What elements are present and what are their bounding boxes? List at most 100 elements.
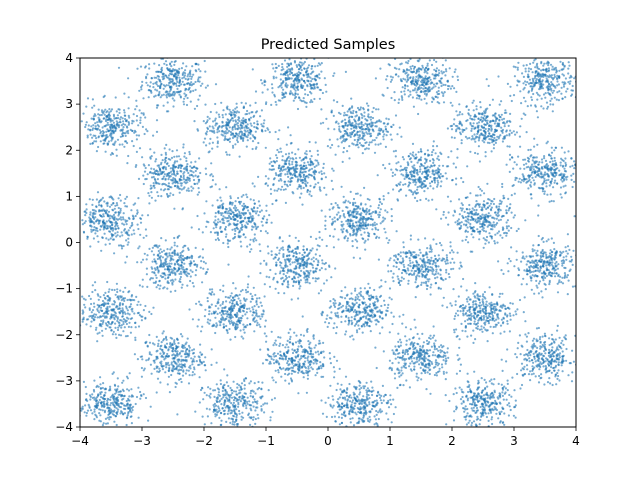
data-point [560, 196, 563, 199]
data-point [536, 116, 540, 119]
data-point [306, 161, 309, 164]
data-point [302, 97, 305, 100]
data-point [216, 199, 219, 202]
data-point [288, 58, 291, 61]
data-point [369, 223, 372, 226]
data-point [242, 220, 245, 223]
data-point [248, 118, 251, 121]
data-point [527, 148, 530, 152]
data-point [191, 65, 194, 68]
data-point [522, 158, 525, 161]
data-point [546, 107, 549, 110]
data-point [298, 196, 302, 199]
data-point [324, 176, 327, 179]
data-point [108, 111, 111, 114]
data-point [359, 219, 362, 222]
data-point [98, 118, 101, 121]
data-point [421, 182, 424, 185]
data-point [201, 248, 204, 251]
data-point [351, 245, 354, 248]
data-point [272, 77, 275, 80]
data-point [173, 99, 176, 102]
data-point [378, 198, 381, 201]
data-point [477, 185, 480, 189]
data-point [477, 145, 480, 148]
data-point [121, 117, 124, 120]
data-point [381, 220, 384, 223]
data-point [505, 121, 508, 124]
data-point [271, 168, 274, 171]
data-point [174, 165, 178, 168]
data-point [309, 72, 312, 75]
data-point [422, 185, 425, 188]
data-point [288, 168, 291, 172]
data-point [135, 114, 139, 118]
data-point [522, 180, 525, 183]
data-point [160, 153, 163, 156]
data-point [497, 122, 501, 125]
data-point [287, 155, 290, 158]
data-point [553, 85, 557, 88]
data-point [115, 202, 118, 205]
data-point [182, 258, 185, 262]
data-point [226, 242, 229, 245]
data-point [431, 198, 434, 201]
data-point [106, 135, 109, 138]
data-point [460, 142, 463, 145]
data-point [320, 108, 323, 111]
data-point [185, 159, 188, 163]
data-point [101, 236, 104, 239]
data-point [454, 221, 457, 224]
data-point [189, 269, 192, 272]
data-point [110, 203, 113, 206]
data-point [297, 79, 300, 82]
data-point [149, 81, 152, 84]
data-point [332, 169, 335, 172]
data-point [292, 166, 295, 169]
data-point [440, 70, 443, 73]
data-point [431, 180, 434, 183]
data-point [171, 94, 174, 97]
data-point [441, 164, 445, 167]
data-point [113, 216, 116, 219]
data-point [513, 214, 517, 217]
data-point [145, 75, 148, 78]
data-point [249, 238, 252, 241]
data-point [124, 114, 127, 117]
data-point [557, 83, 561, 86]
data-point [573, 180, 576, 183]
data-point [484, 111, 487, 114]
data-point [409, 76, 412, 80]
data-point [237, 134, 240, 137]
data-point [110, 215, 113, 218]
data-point [104, 108, 107, 111]
data-point [106, 110, 109, 113]
data-point [386, 123, 389, 126]
data-point [159, 172, 162, 175]
data-point [387, 241, 390, 244]
data-point [281, 63, 284, 66]
data-point [135, 119, 138, 122]
data-point [541, 72, 544, 75]
data-point [393, 91, 396, 94]
data-point [120, 247, 124, 250]
data-point [152, 134, 155, 137]
data-point [554, 146, 557, 149]
data-point [80, 120, 83, 123]
data-point [115, 123, 119, 126]
data-point [169, 167, 172, 170]
data-point [559, 186, 563, 189]
data-point [194, 160, 197, 163]
data-point [559, 60, 562, 63]
data-point [414, 153, 417, 156]
data-point [414, 78, 417, 81]
data-point [366, 132, 369, 135]
data-point [253, 222, 256, 225]
data-point [507, 229, 510, 232]
data-point [512, 65, 515, 68]
data-point [248, 131, 251, 134]
data-point [190, 77, 193, 80]
data-point [251, 215, 254, 218]
data-point [508, 153, 512, 156]
data-point [102, 142, 105, 145]
